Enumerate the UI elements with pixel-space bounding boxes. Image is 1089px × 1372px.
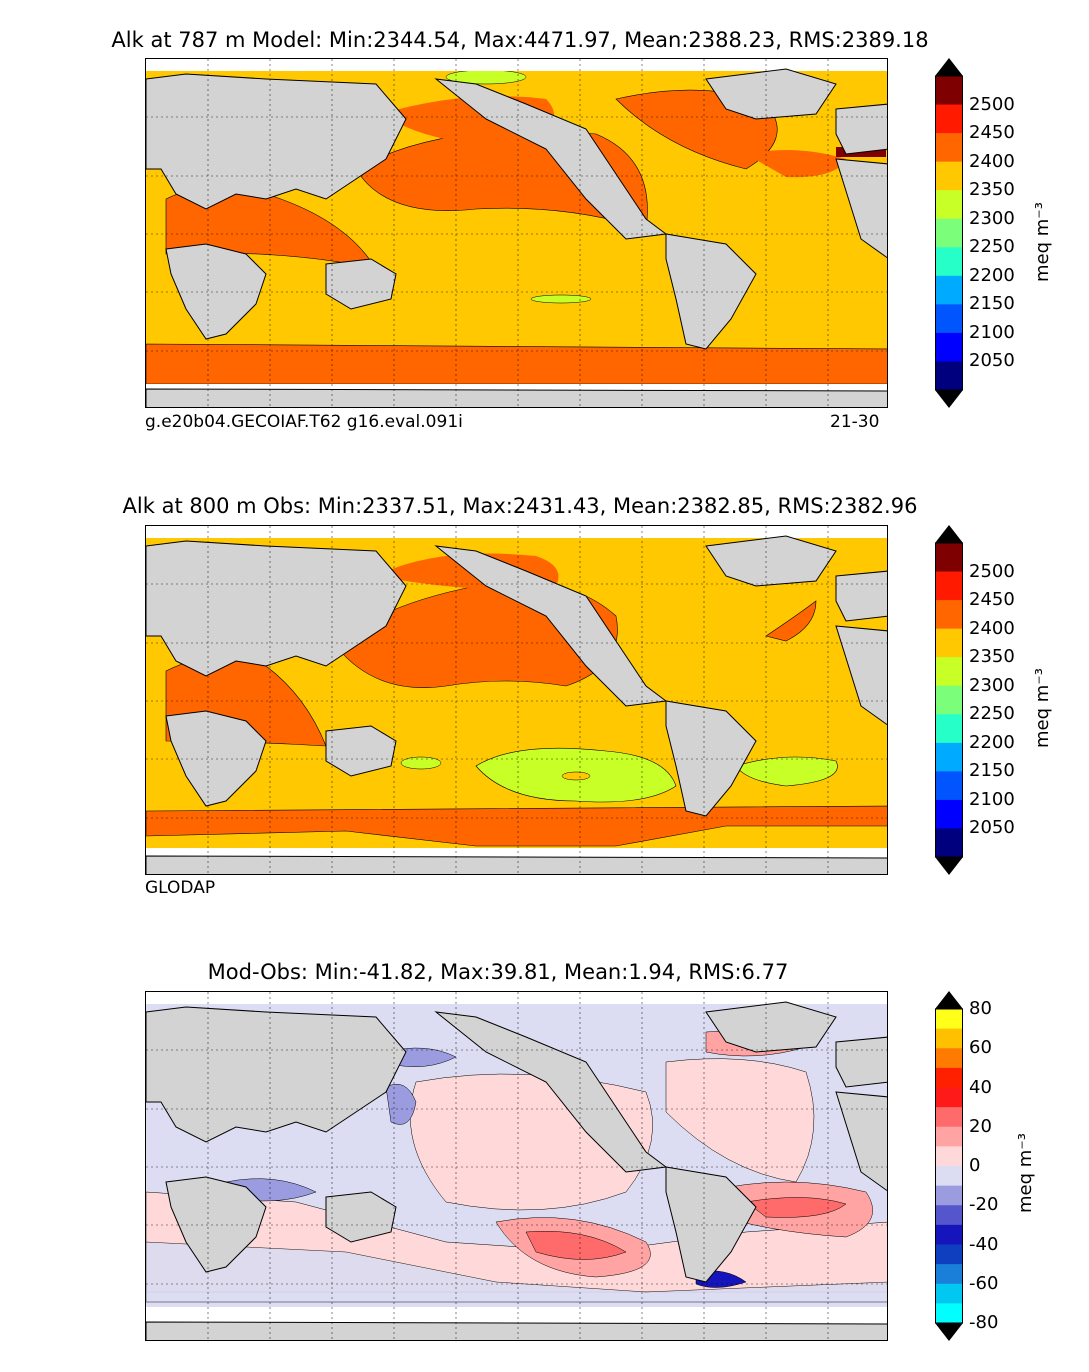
colorbar-segment [935,104,963,134]
colorbar-tick-label: 2400 [969,150,1015,172]
colorbar-outline [935,1008,963,1324]
colorbar-extend-top [935,58,963,76]
colorbar-segment [935,742,963,772]
colorbar-segment [935,1283,963,1304]
colorbar-tick-label: 2300 [969,674,1015,696]
colorbar-tick-label: 20 [969,1115,992,1137]
panel-1-title: Alk at 787 m Model: Min:2344.54, Max:447… [111,28,929,52]
colorbar-segment [935,1009,963,1030]
colorbar-segment [935,543,963,573]
panel-3-map-svg [146,992,887,1340]
colorbar-segment [935,600,963,630]
colorbar-segment [935,1244,963,1265]
colorbar-segment [935,1264,963,1285]
colorbar-segment [935,571,963,601]
colorbar-outline [935,542,963,858]
panel-3-title: Mod-Obs: Min:-41.82, Max:39.81, Mean:1.9… [207,960,789,984]
colorbar-tick-label: 2150 [969,293,1015,315]
panel-1-map [145,58,888,408]
panel-3-colorbar-svg [935,991,963,1341]
colorbar-segment [935,1146,963,1167]
colorbar-tick-label: 2050 [969,817,1015,839]
colorbar-tick-label: 2350 [969,179,1015,201]
colorbar-segment [935,657,963,687]
colorbar-segment [935,714,963,744]
colorbar-segment [935,799,963,829]
colorbar-segment [935,1087,963,1108]
colorbar-segment [935,1303,963,1324]
colorbar-segment [935,1107,963,1128]
colorbar-tick-label: 2100 [969,788,1015,810]
panel-1-map-svg [146,59,887,407]
colorbar-tick-label: 2400 [969,617,1015,639]
colorbar-segment [935,161,963,191]
colorbar-extend-bottom [935,390,963,408]
panel-2-title: Alk at 800 m Obs: Min:2337.51, Max:2431.… [122,494,918,518]
colorbar-tick-label: 2500 [969,93,1015,115]
panel-1-colorbar-svg [935,58,963,408]
colorbar-tick-label: 80 [969,998,992,1019]
panel-1-colorbar [935,58,963,408]
colorbar-segment [935,685,963,715]
panel-2-map [145,525,888,875]
colorbar-segment [935,332,963,362]
colorbar-tick-label: 2300 [969,207,1015,229]
colorbar-segment [935,771,963,801]
colorbar-tick-label: -80 [969,1312,999,1333]
colorbar-segment [935,1048,963,1069]
colorbar-tick-label: 60 [969,1037,992,1059]
colorbar-extend-bottom [935,1323,963,1341]
panel-3-colorbar [935,991,963,1341]
colorbar-segment [935,1205,963,1226]
colorbar-tick-label: 0 [969,1155,981,1176]
panel-2-colorbar [935,525,963,875]
colorbar-segment [935,361,963,391]
panel-1-caption-left: g.e20b04.GECOIAF.T62 g16.eval.091i [145,412,463,432]
colorbar-segment [935,275,963,305]
colorbar-outline [935,75,963,391]
colorbar-segment [935,1185,963,1206]
panel-1-colorbar-label: meq m⁻³ [1032,201,1053,282]
colorbar-tick-label: 2100 [969,321,1015,343]
colorbar-extend-top [935,525,963,543]
colorbar-segment [935,628,963,658]
colorbar-tick-label: 2450 [969,122,1015,144]
colorbar-segment [935,1166,963,1187]
colorbar-segment [935,1028,963,1049]
colorbar-segment [935,133,963,163]
colorbar-extend-bottom [935,857,963,875]
panel-3-map [145,991,888,1341]
colorbar-segment [935,1224,963,1245]
panel-3-colorbar-label: meq m⁻³ [1015,1132,1036,1213]
colorbar-tick-label: 2500 [969,560,1015,582]
panel-2-map-svg [146,526,887,874]
colorbar-tick-label: 40 [969,1076,992,1098]
panel-2-colorbar-svg [935,525,963,875]
colorbar-tick-label: 2250 [969,703,1015,725]
colorbar-tick-label: 2450 [969,589,1015,611]
colorbar-segment [935,1126,963,1147]
colorbar-tick-label: 2150 [969,760,1015,782]
colorbar-tick-label: 2200 [969,731,1015,753]
colorbar-tick-label: 2200 [969,264,1015,286]
colorbar-tick-label: -60 [969,1272,999,1294]
colorbar-tick-label: 2050 [969,350,1015,372]
panel-2-colorbar-label: meq m⁻³ [1032,667,1053,748]
panel-1-caption-right: 21-30 [830,412,880,432]
colorbar-tick-label: -20 [969,1194,999,1216]
colorbar-segment [935,190,963,220]
colorbar-segment [935,247,963,277]
colorbar-segment [935,304,963,334]
colorbar-tick-label: -40 [969,1233,999,1255]
colorbar-extend-top [935,991,963,1009]
panel-2-caption-left: GLODAP [145,878,216,898]
colorbar-tick-label: 2350 [969,646,1015,668]
colorbar-segment [935,76,963,106]
colorbar-segment [935,218,963,248]
colorbar-tick-label: 2250 [969,236,1015,258]
colorbar-segment [935,828,963,858]
colorbar-segment [935,1067,963,1088]
